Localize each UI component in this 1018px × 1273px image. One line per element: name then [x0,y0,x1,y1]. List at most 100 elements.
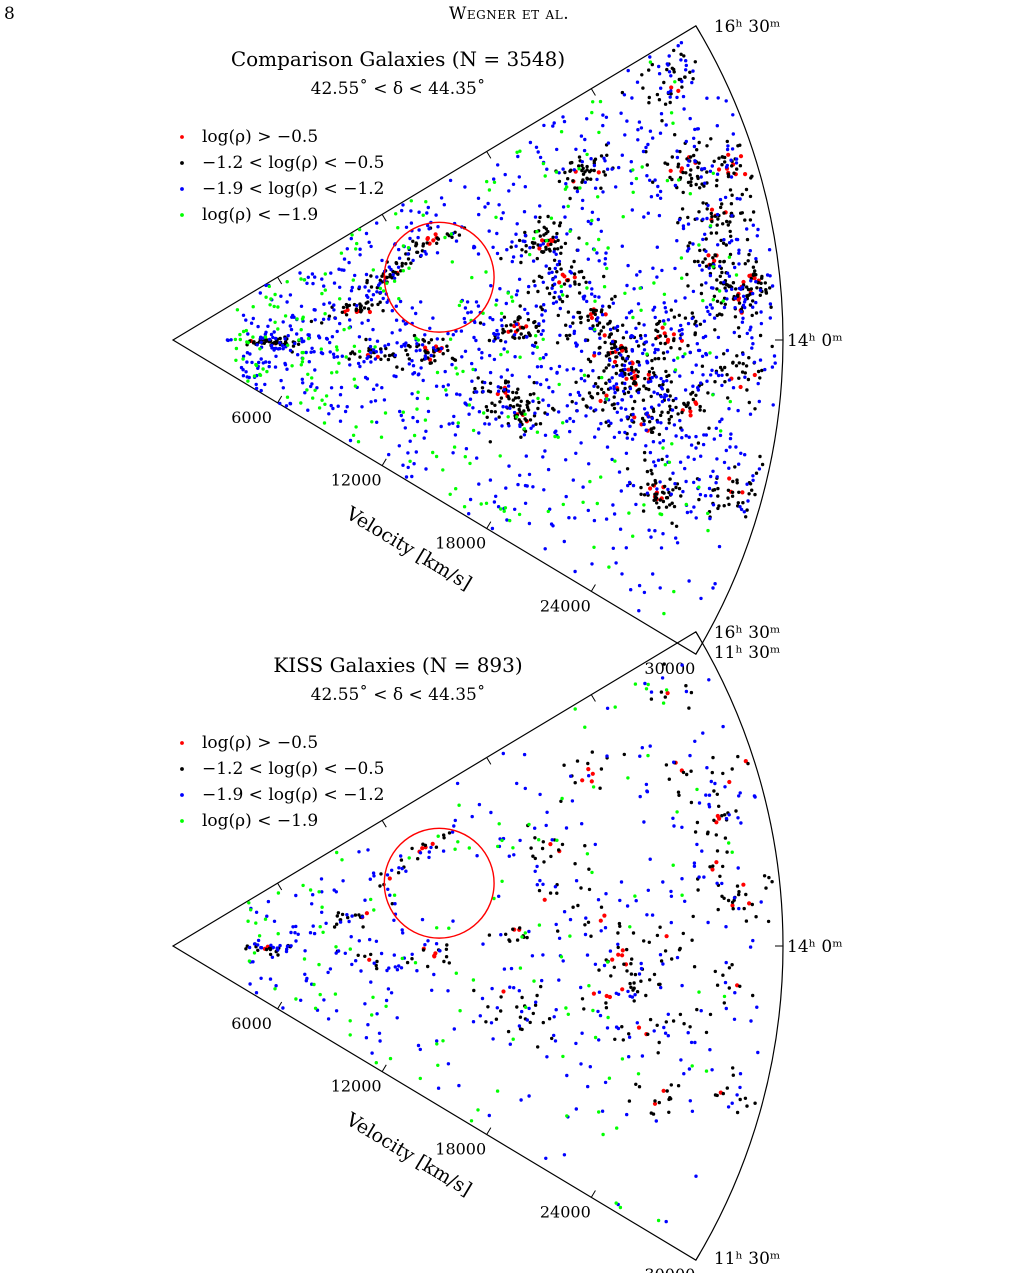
data-point [235,308,240,312]
data-point [635,80,640,84]
data-point [751,299,755,303]
data-point [323,312,327,316]
data-point [367,957,372,962]
data-point [247,959,252,963]
data-point [660,410,664,414]
data-point [586,314,590,318]
data-point [476,304,481,308]
data-point [523,307,527,312]
data-point [321,930,325,934]
data-point [489,1021,494,1025]
data-point [602,913,607,918]
data-point [630,96,634,100]
data-point [669,92,673,96]
data-point [397,256,402,260]
data-point [516,482,520,487]
data-point [500,411,504,415]
data-point [707,678,711,682]
data-point [371,871,376,875]
data-point [740,285,745,289]
data-point [267,284,271,289]
data-point [581,198,585,203]
data-point [571,478,575,482]
data-point [571,905,575,909]
data-point [727,274,732,278]
data-point [626,390,631,394]
data-point [731,479,735,484]
data-point [706,253,711,258]
data-point [636,374,640,379]
data-point [283,314,288,318]
data-point [244,328,248,333]
data-point [653,464,657,468]
data-point [679,256,684,260]
data-point [737,890,741,894]
data-point [618,346,622,350]
data-point [573,282,577,286]
data-point [688,1025,692,1029]
data-point [711,393,715,397]
data-point [664,1020,668,1024]
data-point [721,771,725,776]
data-point [439,346,443,351]
data-point [693,159,697,163]
data-point [646,1032,650,1037]
data-point [255,343,259,347]
data-point [542,303,546,307]
data-point [481,389,485,394]
data-point [241,374,246,378]
data-point [600,1109,605,1113]
data-point [369,360,373,364]
data-point [629,985,633,989]
data-point [538,215,542,220]
data-point [686,343,690,348]
data-point [708,312,712,317]
data-point [627,1035,632,1039]
data-point [392,953,396,957]
data-point [734,445,738,449]
data-point [544,352,548,357]
data-point [393,965,397,969]
data-point [634,502,638,507]
data-point [646,372,651,377]
data-point [698,186,702,190]
data-point [695,148,699,152]
data-point [537,220,541,224]
data-point [374,1061,378,1065]
data-point [407,856,411,860]
data-point [552,258,557,262]
data-point [758,293,762,297]
data-point [722,896,726,900]
data-point [749,176,753,180]
data-point [426,964,430,969]
data-point [740,490,745,495]
data-point [732,896,737,900]
data-point [660,490,665,494]
data-point [369,350,373,355]
data-point [612,359,618,364]
data-point [545,412,550,416]
data-point [250,360,254,365]
data-point [649,690,654,694]
data-point [658,480,662,484]
data-point [672,760,676,764]
data-point [596,427,601,431]
data-point [607,1076,612,1080]
data-point [750,336,754,340]
data-point [427,227,431,231]
data-point [627,1099,632,1103]
data-point [542,123,546,128]
data-point [562,910,567,914]
data-point [357,227,362,232]
data-point [535,229,539,234]
data-point [480,351,484,355]
data-point [507,854,511,858]
data-point [604,517,609,521]
data-point [630,418,634,422]
data-point [605,397,609,401]
data-point [449,232,453,236]
data-point [623,367,627,372]
data-point [569,265,574,269]
data-point [588,1065,592,1069]
data-point [728,436,733,441]
